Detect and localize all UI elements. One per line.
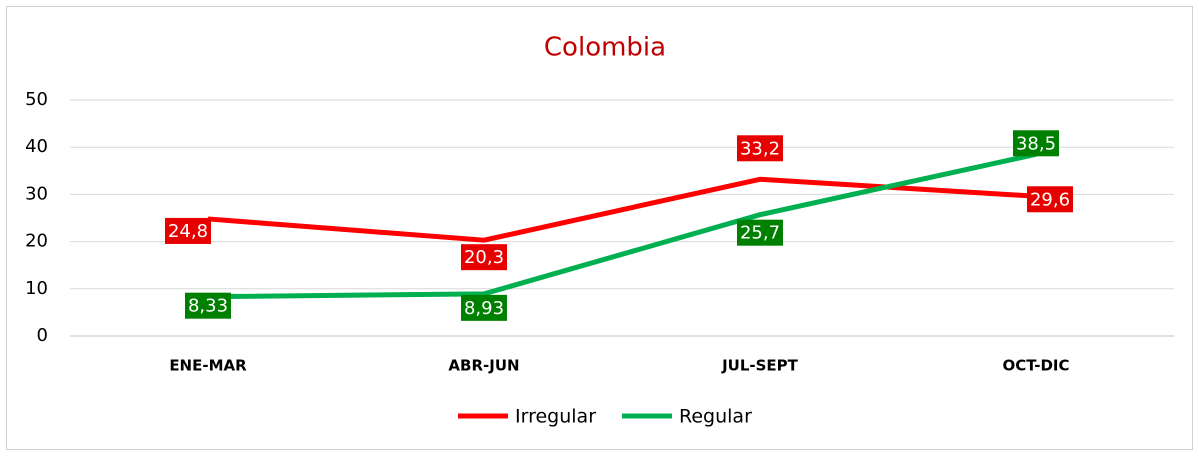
data-label-box	[461, 244, 507, 271]
y-tick-label: 50	[25, 89, 48, 110]
data-label-box	[165, 217, 211, 244]
x-tick-label: ENE-MAR	[169, 357, 247, 375]
y-tick-label: 0	[37, 325, 48, 346]
data-label-box	[461, 294, 507, 321]
data-label: 25,7	[740, 223, 780, 244]
series-line	[207, 151, 1037, 300]
y-tick-label: 20	[25, 231, 48, 252]
x-tick-label: JUL-SEPT	[721, 357, 799, 375]
legend-label: Irregular	[515, 406, 596, 428]
legend-label: Regular	[679, 406, 752, 428]
data-label: 24,8	[168, 221, 208, 242]
y-tick-label: 30	[25, 183, 48, 204]
y-tick-label: 40	[25, 136, 48, 157]
data-label-box	[1013, 130, 1059, 157]
x-tick-label: ABR-JUN	[448, 357, 519, 375]
x-tick-label: OCT-DIC	[1002, 357, 1069, 375]
data-label: 38,5	[1016, 133, 1056, 154]
data-label-box	[737, 135, 783, 162]
data-label: 29,6	[1030, 189, 1070, 210]
y-tick-label: 10	[25, 278, 48, 299]
data-label: 8,33	[188, 296, 228, 317]
data-label: 33,2	[740, 138, 780, 159]
data-label-box	[737, 219, 783, 246]
series-line	[207, 176, 1037, 243]
chart-title: Colombia	[544, 33, 666, 63]
data-label: 20,3	[464, 247, 504, 268]
data-label-box	[1027, 186, 1073, 213]
data-label: 8,93	[464, 298, 504, 319]
data-label-box	[185, 292, 231, 319]
